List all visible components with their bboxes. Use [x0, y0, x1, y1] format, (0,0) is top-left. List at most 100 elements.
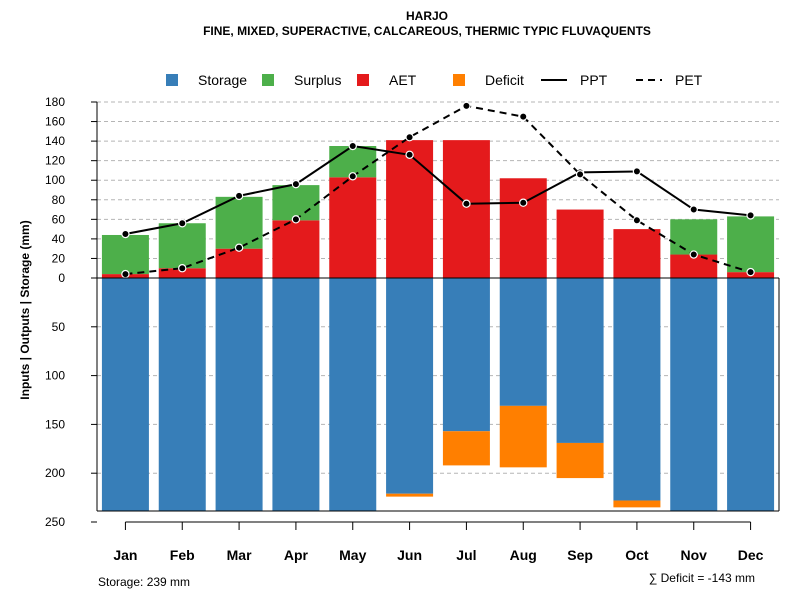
surplus-bar	[329, 146, 377, 178]
legend-label-ppt: PPT	[580, 72, 608, 88]
legend-label-pet: PET	[675, 72, 703, 88]
pet-point	[746, 267, 755, 277]
surplus-bar	[727, 216, 775, 273]
y-tick-label: 180	[45, 95, 65, 109]
aet-bar	[556, 209, 604, 278]
ppt-line	[125, 144, 751, 235]
legend-swatch-aet	[357, 74, 369, 86]
legend: Storage Surplus AET Deficit PPT PET	[166, 72, 703, 88]
storage-bar	[386, 278, 434, 494]
aet-bar	[329, 177, 377, 278]
y-tick-label: 20	[52, 251, 66, 265]
x-tick-label: Aug	[510, 547, 537, 563]
y-tick-label: 160	[45, 115, 65, 129]
deficit-bar	[613, 500, 661, 508]
pet-point	[178, 264, 187, 273]
chart-subtitle: FINE, MIXED, SUPERACTIVE, CALCAREOUS, TH…	[203, 24, 651, 38]
pet-point	[575, 170, 585, 179]
aet-bar	[386, 140, 434, 278]
surplus-bar	[101, 234, 149, 275]
ppt-point	[178, 219, 187, 228]
aet-bar	[442, 140, 490, 278]
x-tick-label: Nov	[681, 547, 708, 563]
deficit-bar	[442, 431, 490, 466]
legend-label-surplus: Surplus	[294, 72, 341, 88]
storage-bar	[158, 278, 206, 512]
legend-swatch-storage	[166, 74, 178, 86]
storage-bar	[215, 278, 263, 512]
ppt-point	[462, 199, 471, 208]
x-tick-label: Jul	[456, 547, 476, 563]
chart-title: HARJO	[406, 9, 448, 23]
y-tick-label: 200	[45, 466, 65, 480]
storage-note: Storage: 239 mm	[98, 575, 190, 589]
series-lines	[121, 101, 755, 279]
legend-label-aet: AET	[389, 72, 417, 88]
aet-bar	[158, 268, 206, 278]
ppt-point	[632, 167, 642, 176]
deficit-note: ∑ Deficit = -143 mm	[649, 571, 755, 585]
y-tick-label: 100	[45, 369, 65, 383]
deficit-bar	[386, 493, 434, 497]
x-tick-label: Dec	[738, 547, 764, 563]
surplus-bar	[158, 223, 206, 269]
y-axis-label: Inputs | Outputs | Storage (mm)	[18, 220, 32, 399]
storage-bar	[272, 278, 320, 512]
y-tick-label: 150	[45, 417, 65, 431]
pet-point	[291, 215, 301, 224]
y-tick-label: 0	[58, 271, 65, 285]
ppt-point	[746, 211, 755, 220]
pet-point	[689, 250, 698, 259]
y-tick-label: 120	[45, 154, 65, 168]
x-tick-label: May	[339, 547, 366, 563]
ppt-point	[348, 141, 357, 151]
ppt-point	[405, 150, 414, 159]
axes: 0 20 40 60 80 100 120 140 160 180 50 100 150 200 250 Ja…	[45, 95, 780, 563]
storage-bar	[442, 278, 490, 432]
deficit-bar	[499, 405, 547, 468]
legend-label-storage: Storage	[198, 72, 247, 88]
gridlines	[97, 101, 779, 474]
pet-point	[519, 112, 528, 121]
pet-point	[121, 269, 130, 279]
surplus-bar	[272, 185, 320, 221]
legend-swatch-deficit	[453, 74, 465, 86]
pet-point	[234, 243, 244, 252]
y-tick-label: 50	[52, 320, 66, 334]
legend-swatch-surplus	[262, 74, 274, 86]
pet-point	[462, 101, 471, 111]
ppt-point	[121, 229, 130, 239]
storage-bar	[101, 278, 149, 512]
deficit-bar	[556, 442, 604, 479]
pet-point	[632, 216, 642, 225]
aet-bar	[272, 220, 320, 278]
x-tick-label: Oct	[625, 547, 649, 563]
x-tick-label: Feb	[170, 547, 195, 563]
surplus-bar	[670, 219, 718, 255]
pet-line	[125, 104, 751, 276]
ppt-point	[689, 205, 698, 214]
aet-bar	[613, 229, 661, 278]
x-tick-label: Sep	[567, 547, 593, 563]
y-tick-label: 250	[45, 515, 65, 529]
x-tick-label: Jan	[113, 547, 137, 563]
y-tick-label: 100	[45, 173, 65, 187]
pet-point	[348, 172, 357, 181]
legend-label-deficit: Deficit	[485, 72, 524, 88]
storage-bar	[670, 278, 718, 512]
storage-bar	[613, 278, 661, 501]
bars	[101, 140, 775, 512]
y-tick-label: 140	[45, 134, 65, 148]
storage-bar	[727, 278, 775, 512]
ppt-point	[291, 179, 301, 189]
x-tick-label: Mar	[227, 547, 252, 563]
storage-bar	[329, 278, 377, 512]
y-tick-label: 60	[52, 212, 66, 226]
ppt-point	[519, 198, 528, 207]
ppt-point	[234, 191, 244, 201]
aet-bar	[670, 254, 718, 278]
storage-bar	[499, 278, 547, 406]
x-tick-label: Jun	[397, 547, 422, 563]
